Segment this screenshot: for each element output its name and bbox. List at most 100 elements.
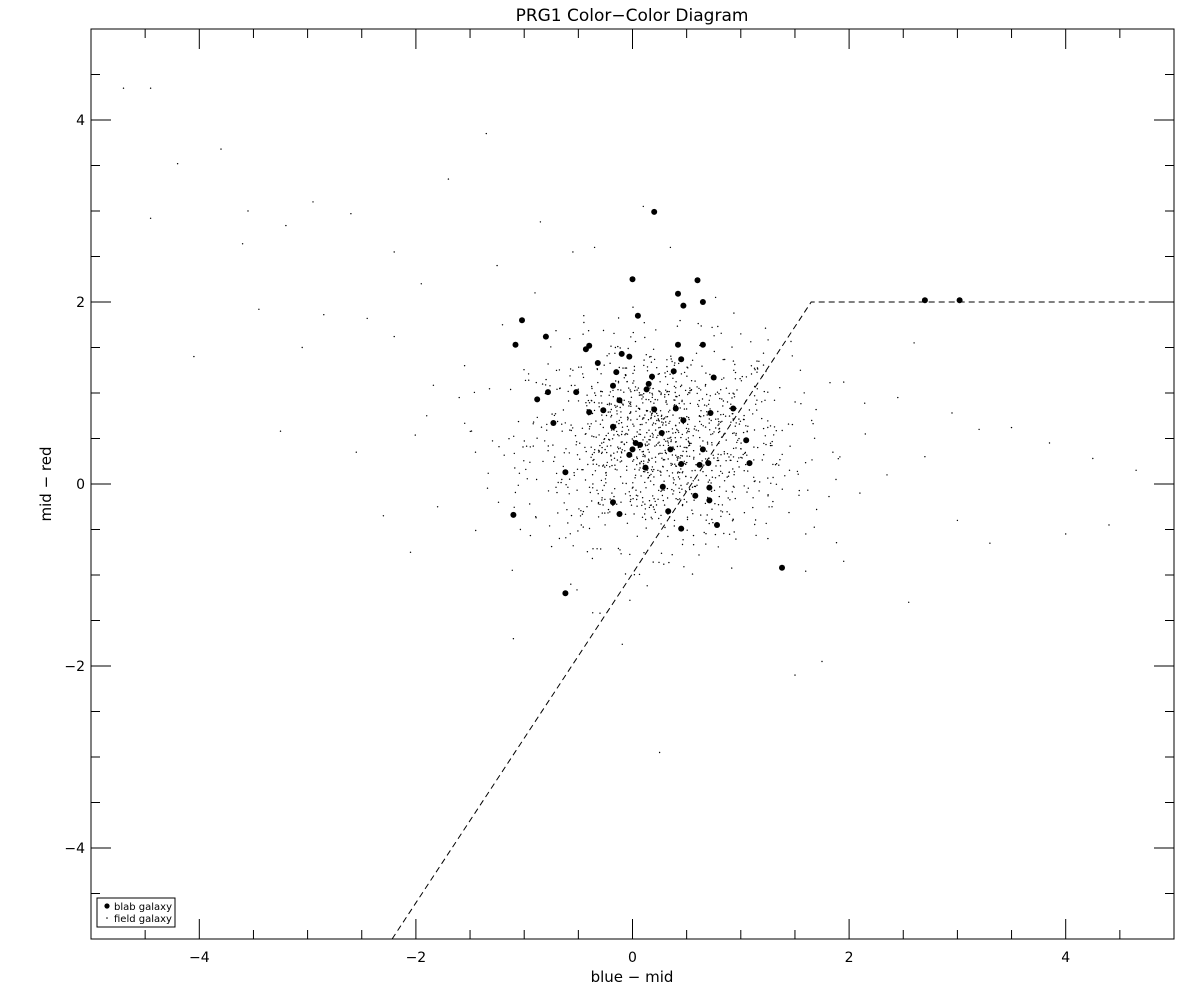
field-galaxy-point xyxy=(580,510,582,512)
field-galaxy-point xyxy=(583,321,585,324)
field-galaxy-point xyxy=(740,380,743,382)
field-galaxy-point xyxy=(567,400,570,402)
field-galaxy-point xyxy=(670,436,672,438)
field-galaxy-point xyxy=(609,362,611,364)
field-galaxy-point xyxy=(779,459,781,461)
y-tick-label: −4 xyxy=(64,841,85,857)
field-galaxy-point xyxy=(681,400,683,403)
field-galaxy-point xyxy=(544,384,547,386)
field-galaxy-point xyxy=(679,471,681,474)
field-galaxy-point xyxy=(474,451,477,453)
field-galaxy-point xyxy=(731,567,733,569)
field-galaxy-point xyxy=(681,488,683,490)
blab-galaxy-point xyxy=(692,492,699,499)
field-galaxy-point xyxy=(734,497,736,500)
field-galaxy-point xyxy=(393,335,395,338)
field-galaxy-point xyxy=(732,432,734,435)
field-galaxy-point xyxy=(696,386,698,388)
field-galaxy-point xyxy=(586,394,588,396)
field-galaxy-point xyxy=(638,415,641,417)
field-galaxy-point xyxy=(653,498,655,500)
field-galaxy-point xyxy=(599,612,601,614)
field-galaxy-point xyxy=(616,451,618,453)
blab-galaxy-point xyxy=(667,446,674,453)
field-galaxy-point xyxy=(649,504,652,506)
field-galaxy-point xyxy=(642,453,645,456)
field-galaxy-point xyxy=(634,389,636,392)
field-galaxy-point xyxy=(647,461,649,463)
field-galaxy-point xyxy=(839,456,841,458)
field-galaxy-point xyxy=(609,391,612,393)
field-galaxy-point xyxy=(665,424,667,426)
field-galaxy-point xyxy=(754,369,756,371)
field-galaxy-point xyxy=(663,563,665,565)
field-galaxy-point xyxy=(707,403,710,405)
field-galaxy-point xyxy=(632,306,634,308)
field-galaxy-point xyxy=(636,464,638,466)
field-galaxy-point xyxy=(706,393,708,396)
field-galaxy-point xyxy=(641,516,644,518)
field-galaxy-point xyxy=(730,421,732,423)
field-galaxy-point xyxy=(686,529,688,531)
field-galaxy-point xyxy=(517,420,520,423)
field-galaxy-point xyxy=(684,462,686,465)
field-galaxy-point xyxy=(606,355,608,357)
field-galaxy-point xyxy=(719,397,721,400)
field-galaxy-point xyxy=(731,346,733,348)
field-galaxy-point xyxy=(687,482,689,484)
field-galaxy-point xyxy=(761,459,763,461)
field-galaxy-point xyxy=(648,459,650,462)
field-galaxy-point xyxy=(469,430,471,433)
field-galaxy-point xyxy=(617,433,619,436)
field-galaxy-point xyxy=(590,446,592,448)
field-galaxy-point xyxy=(652,422,655,424)
field-galaxy-point xyxy=(683,371,686,374)
field-galaxy-point xyxy=(687,423,689,425)
field-galaxy-point xyxy=(956,519,959,522)
field-galaxy-point xyxy=(765,522,767,525)
field-galaxy-point xyxy=(719,486,721,488)
field-galaxy-point xyxy=(650,414,653,416)
field-galaxy-point xyxy=(647,477,649,479)
field-galaxy-point xyxy=(725,387,728,389)
field-galaxy-point xyxy=(606,445,608,447)
field-galaxy-point xyxy=(657,442,659,444)
field-galaxy-point xyxy=(672,482,675,484)
field-galaxy-point xyxy=(630,336,632,338)
field-galaxy-point xyxy=(698,415,701,417)
field-galaxy-point xyxy=(601,419,604,421)
field-galaxy-point xyxy=(634,340,637,343)
field-galaxy-point xyxy=(645,354,647,356)
field-galaxy-point xyxy=(464,422,466,424)
field-galaxy-point xyxy=(591,500,593,502)
field-galaxy-point xyxy=(591,412,594,415)
field-galaxy-point xyxy=(592,612,594,614)
field-galaxy-point xyxy=(620,389,622,391)
field-galaxy-point xyxy=(648,474,651,477)
field-galaxy-point xyxy=(673,364,676,366)
field-galaxy-point xyxy=(603,364,605,366)
field-galaxy-point xyxy=(620,553,622,555)
field-galaxy-point xyxy=(717,457,719,459)
field-galaxy-point xyxy=(458,396,460,399)
field-galaxy-point xyxy=(613,495,615,498)
field-galaxy-point xyxy=(593,458,595,461)
field-galaxy-point xyxy=(651,457,653,459)
field-galaxy-point xyxy=(649,439,651,441)
field-galaxy-point xyxy=(762,352,765,354)
field-galaxy-point xyxy=(696,392,698,395)
field-galaxy-point xyxy=(676,428,678,431)
field-galaxy-point xyxy=(573,472,575,474)
field-galaxy-point xyxy=(737,439,739,441)
field-galaxy-point xyxy=(678,362,680,365)
field-galaxy-point xyxy=(586,551,589,553)
blab-galaxy-point xyxy=(672,405,679,412)
field-galaxy-point xyxy=(608,404,610,406)
field-galaxy-point xyxy=(599,423,602,425)
field-galaxy-point xyxy=(610,459,613,461)
field-galaxy-point xyxy=(627,347,629,350)
field-galaxy-point xyxy=(757,368,759,370)
field-galaxy-point xyxy=(676,472,679,474)
field-galaxy-point xyxy=(644,454,646,457)
field-galaxy-point xyxy=(743,485,745,487)
